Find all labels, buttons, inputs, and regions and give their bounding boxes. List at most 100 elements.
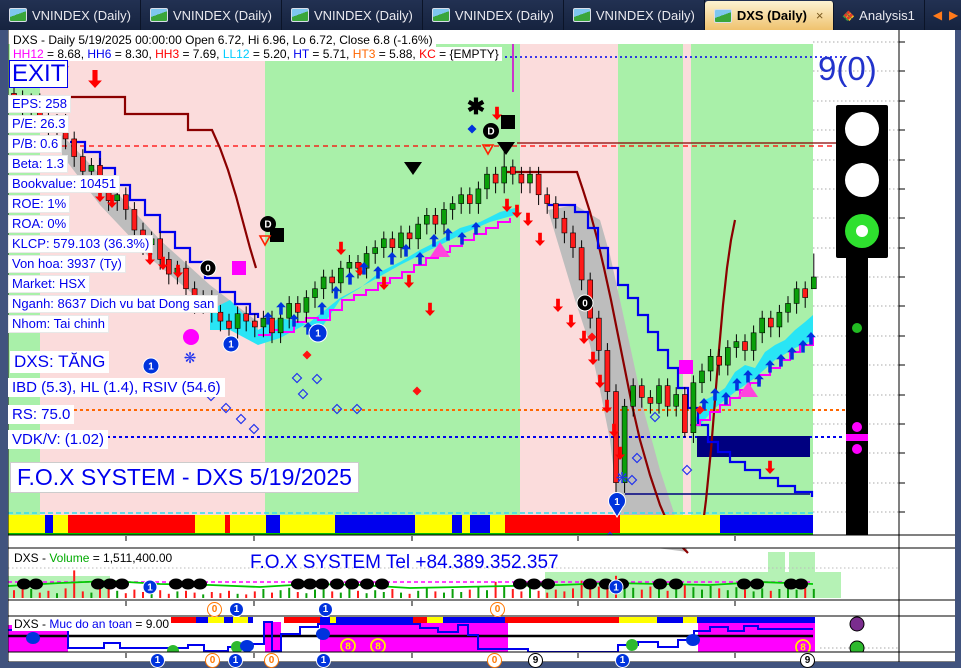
tab-analysis1[interactable]: ❖ Analysis1	[834, 0, 925, 30]
signal-counter: 9(0)	[818, 50, 877, 87]
fundamental-label: Nganh: 8637 Dich vu bat Dong san	[8, 295, 219, 313]
svg-text:1: 1	[613, 583, 619, 594]
chart-levels-line: HH12 = 8.68, HH6 = 8.30, HH3 = 7.69, LL1…	[10, 47, 502, 61]
rs-label: RS: 75.0	[8, 405, 75, 424]
fundamental-label: Market: HSX	[8, 275, 90, 293]
svg-text:1: 1	[228, 340, 234, 351]
header-part: = 9.00	[132, 617, 170, 631]
safety-pane: 8 8 8	[8, 616, 899, 657]
level-value: = 5.20,	[249, 47, 294, 61]
tab-close-icon[interactable]: ×	[815, 8, 824, 23]
svg-text:D: D	[487, 127, 494, 138]
tab-vnindex-4[interactable]: VNINDEX (Daily)	[564, 0, 705, 30]
tab-label: VNINDEX (Daily)	[595, 7, 695, 23]
fundamental-label: Bookvalue: 10451	[8, 175, 121, 193]
tab-scroll-right-icon[interactable]: ▶	[949, 8, 959, 22]
tab-bar: VNINDEX (Daily) VNINDEX (Daily) VNINDEX (D…	[0, 0, 961, 30]
tab-vnindex-1[interactable]: VNINDEX (Daily)	[141, 0, 282, 30]
signal-count-badge: 0	[207, 602, 222, 617]
fundamental-label: Von hoa: 3937 (Ty)	[8, 255, 126, 273]
tab-label: VNINDEX (Daily)	[313, 7, 413, 23]
pane-frame	[0, 30, 961, 668]
tab-vnindex-2[interactable]: VNINDEX (Daily)	[282, 0, 423, 30]
level-value: HH6	[87, 47, 112, 61]
fundamental-label: Beta: 1.3	[8, 155, 69, 173]
candlesticks	[11, 86, 817, 512]
signal-count-badge: 0	[490, 602, 505, 617]
level-value: HH3	[155, 47, 180, 61]
svg-text:1: 1	[315, 329, 321, 340]
signal-count-badge: 1	[150, 653, 165, 668]
tab-nav-arrows: ◀▶≡▾	[925, 0, 961, 30]
fox-tel-label: F.O.X SYSTEM Tel +84.389.352.357	[250, 552, 559, 573]
tab-label: DXS (Daily)	[736, 8, 807, 23]
chart-thumbnail-icon	[572, 8, 591, 22]
level-value: = 8.68,	[43, 47, 88, 61]
svg-text:✱: ✱	[467, 94, 485, 119]
stats-label: IBD (5.3), HL (1.4), RSIV (54.6)	[8, 378, 225, 397]
chart-thumbnail-icon	[431, 8, 450, 22]
svg-text:0: 0	[582, 299, 588, 310]
signal-count-badge: 0	[264, 653, 279, 668]
level-value: = 5.71,	[309, 47, 353, 61]
diamonds-icon: ❖	[842, 7, 855, 23]
fundamental-label: Nhom: Tai chinh	[8, 315, 109, 333]
vdk-label: VDK/V: (1.02)	[8, 430, 108, 449]
fundamental-label: EPS: 258	[8, 95, 71, 113]
signal-count-badge: 9	[528, 653, 543, 668]
svg-text:8: 8	[375, 642, 381, 653]
tab-vnindex-3[interactable]: VNINDEX (Daily)	[423, 0, 564, 30]
trend-label: DXS: TĂNG	[10, 351, 110, 373]
header-part: DXS -	[14, 551, 50, 565]
signal-count-badge: 1	[229, 602, 244, 617]
svg-text:1: 1	[147, 583, 153, 594]
signal-count-badge: 1	[228, 653, 243, 668]
volume-header: DXS - Volume = 1,511,400.00	[12, 551, 175, 565]
level-value: HT3	[352, 47, 376, 61]
fundamental-label: P/B: 0.6	[8, 135, 63, 153]
svg-text:8: 8	[345, 642, 351, 653]
chart-thumbnail-icon	[290, 8, 309, 22]
tab-label: Analysis1	[859, 7, 915, 23]
fundamental-label: P/E: 26.3	[8, 115, 70, 133]
svg-text:8: 8	[800, 643, 806, 654]
svg-text:0: 0	[205, 264, 211, 275]
level-value: KC	[419, 47, 436, 61]
svg-text:D: D	[264, 220, 271, 231]
fundamental-label: ROA: 0%	[8, 215, 71, 233]
trend-ribbon	[8, 515, 813, 535]
level-value: = {EMPTY}	[435, 47, 499, 61]
traffic-light	[836, 105, 888, 542]
fox-system-label: F.O.X SYSTEM - DXS 5/19/2025	[10, 462, 359, 493]
tab-vnindex-0[interactable]: VNINDEX (Daily)	[0, 0, 141, 30]
header-part: Muc do an toan	[49, 617, 133, 631]
safety-header: DXS - Muc do an toan = 9.00	[12, 617, 172, 631]
signal-count-badge: 1	[318, 602, 333, 617]
tab-label: VNINDEX (Daily)	[172, 7, 272, 23]
signal-count-badge: 9	[800, 653, 815, 668]
tab-label: VNINDEX (Daily)	[32, 7, 131, 23]
svg-text:❋: ❋	[184, 350, 197, 367]
fundamental-label: ROE: 1%	[8, 195, 71, 213]
exit-signal-label: EXIT	[9, 60, 69, 88]
level-value: = 8.30,	[111, 47, 156, 61]
level-value: = 5.88,	[375, 47, 420, 61]
chart-thumbnail-icon	[713, 8, 732, 23]
tab-dxs-daily-active[interactable]: DXS (Daily) ×	[704, 1, 834, 30]
svg-text:1: 1	[148, 362, 154, 373]
tab-scroll-left-icon[interactable]: ◀	[932, 8, 943, 22]
price-gridlines	[813, 41, 905, 513]
fundamental-label: KLCP: 579.103 (36.3%)	[8, 235, 154, 253]
chart-thumbnail-icon	[9, 8, 27, 22]
level-value: HH12	[13, 47, 44, 61]
level-value: HT	[293, 47, 310, 61]
level-value: LL12	[222, 47, 250, 61]
tab-label: VNINDEX (Daily)	[454, 7, 554, 23]
header-part: DXS -	[14, 617, 50, 631]
header-part: Volume	[49, 551, 90, 565]
level-value: = 7.69,	[179, 47, 223, 61]
